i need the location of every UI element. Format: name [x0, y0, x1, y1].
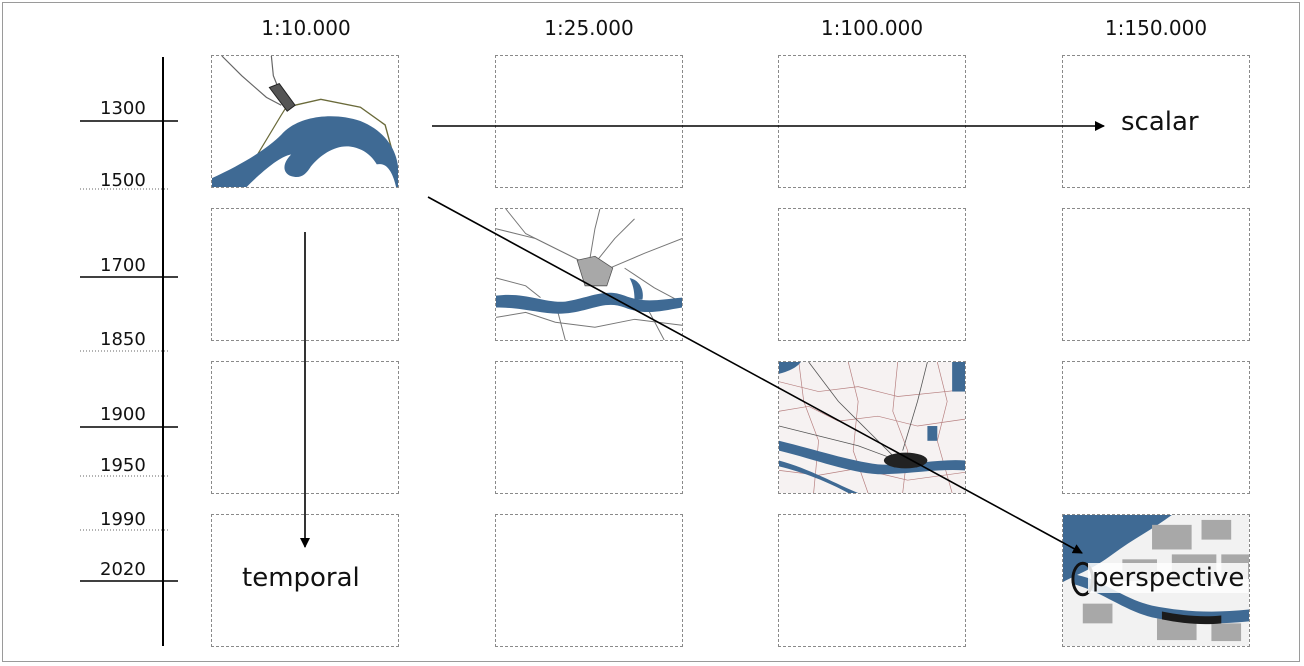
year-label-1700: 1700	[100, 255, 146, 276]
empty-cell-1300-1-25000	[495, 55, 683, 188]
empty-cell-1900-1-150000	[1062, 361, 1250, 494]
scale-label-1-100000: 1:100.000	[820, 16, 924, 40]
year-label-1990: 1990	[100, 509, 146, 530]
empty-cell-2020-1-100000	[778, 514, 966, 647]
perspective-label: perspective	[1088, 563, 1249, 593]
year-label-1900: 1900	[100, 404, 146, 425]
map-cell-1300-1-10000	[211, 55, 399, 188]
empty-cell-1700-1-10000	[211, 208, 399, 341]
empty-cell-1700-1-100000	[778, 208, 966, 341]
empty-cell-1300-1-150000	[1062, 55, 1250, 188]
empty-cell-1700-1-150000	[1062, 208, 1250, 341]
empty-cell-1300-1-100000	[778, 55, 966, 188]
river-map-medieval	[212, 56, 398, 187]
year-label-1500: 1500	[100, 170, 146, 191]
river-map-1900	[779, 362, 965, 493]
empty-cell-1900-1-25000	[495, 361, 683, 494]
empty-cell-1900-1-10000	[211, 361, 399, 494]
scalar-label: scalar	[1121, 107, 1199, 137]
year-label-2020: 2020	[100, 559, 146, 580]
year-label-1950: 1950	[100, 455, 146, 476]
river-map-1700	[496, 209, 682, 340]
scale-label-1-10000: 1:10.000	[261, 16, 351, 40]
map-cell-1700-1-25000	[495, 208, 683, 341]
empty-cell-2020-1-25000	[495, 514, 683, 647]
map-cell-1900-1-100000	[778, 361, 966, 494]
year-label-1850: 1850	[100, 329, 146, 350]
scale-label-1-25000: 1:25.000	[544, 16, 634, 40]
scale-label-1-150000: 1:150.000	[1104, 16, 1208, 40]
year-label-1300: 1300	[100, 98, 146, 119]
temporal-label: temporal	[242, 563, 360, 593]
